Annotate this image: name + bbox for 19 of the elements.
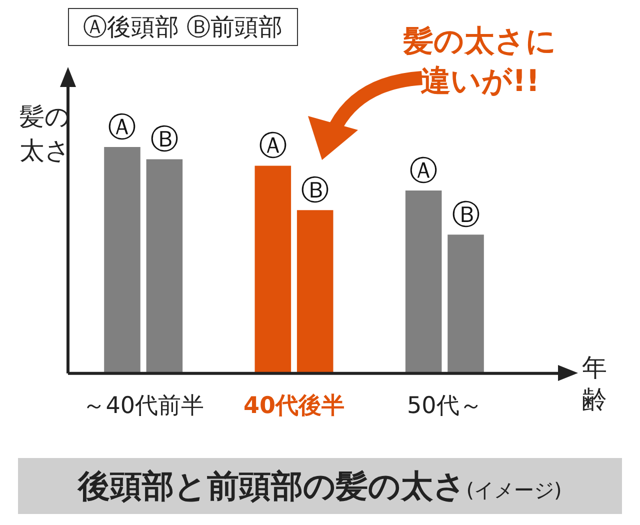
text: Ⓑ — [301, 173, 330, 206]
x-tick-label: 50代～ — [407, 393, 482, 420]
text: (イメージ) — [466, 478, 562, 502]
series-label: Ⓑ — [452, 198, 480, 231]
bar — [405, 190, 442, 374]
text: Ⓑ — [150, 122, 178, 156]
bar — [146, 159, 183, 374]
x-tick-label: ～40代前半 — [82, 393, 204, 420]
x-tick-label: 40代後半 — [243, 393, 345, 420]
text: Ⓐ — [410, 154, 438, 187]
text: Ⓐ — [108, 110, 136, 144]
bar — [296, 210, 334, 374]
legend-label: Ⓐ — [258, 129, 287, 162]
bar — [448, 234, 484, 374]
bar — [254, 166, 292, 374]
text: 髪の太さに違いが!! — [402, 23, 558, 101]
bar — [104, 147, 140, 374]
legend-title: Ⓐ後頭部 Ⓑ前頭部 — [68, 8, 298, 46]
x-axis-title: 年齢 — [582, 352, 608, 416]
